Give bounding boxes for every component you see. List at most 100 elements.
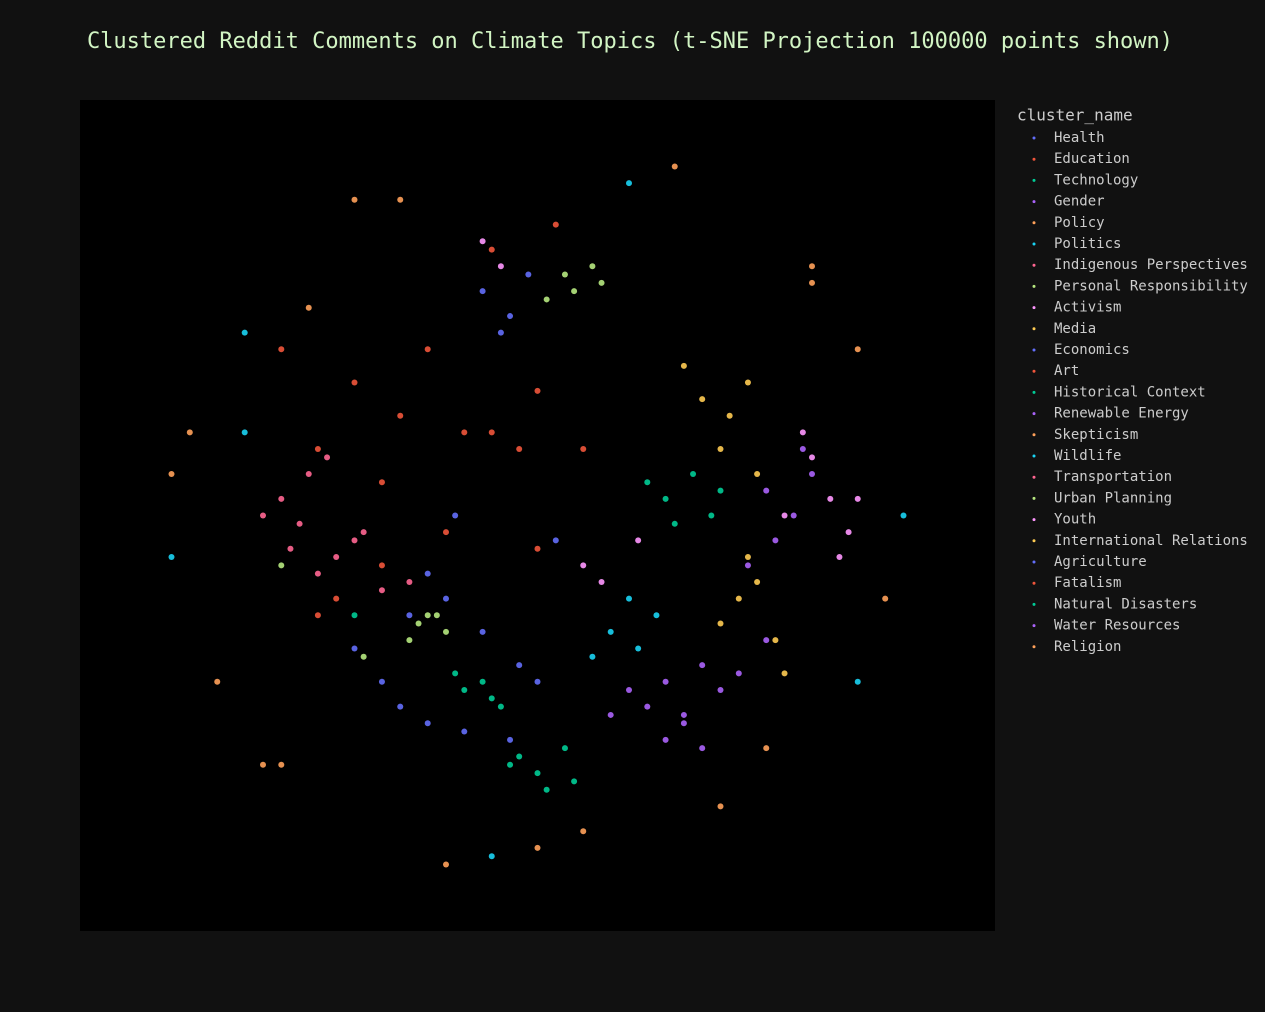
point	[278, 346, 285, 353]
point	[351, 612, 358, 619]
point	[397, 703, 404, 710]
point	[534, 770, 541, 777]
legend-marker	[1032, 560, 1036, 564]
point	[378, 587, 385, 594]
legend-marker	[1032, 200, 1036, 204]
point	[516, 446, 523, 453]
point	[589, 653, 596, 660]
point	[516, 753, 523, 760]
point	[836, 554, 843, 561]
legend-marker	[1032, 645, 1036, 649]
legend-marker	[1032, 221, 1036, 225]
legend-marker	[1032, 602, 1036, 606]
point	[561, 745, 568, 752]
series	[717, 554, 788, 677]
legend-marker	[1032, 369, 1036, 373]
point	[571, 288, 578, 295]
legend-marker	[1032, 454, 1036, 458]
point	[479, 288, 486, 295]
point	[626, 687, 632, 694]
point	[726, 412, 733, 419]
legend-label: Politics	[1054, 236, 1121, 252]
point	[378, 562, 385, 569]
point	[799, 429, 806, 436]
point	[598, 279, 605, 286]
point	[507, 313, 514, 320]
point	[479, 238, 486, 245]
point	[690, 470, 697, 477]
point	[900, 512, 907, 519]
legend-label: Transportation	[1054, 469, 1172, 485]
point	[314, 612, 321, 619]
point	[397, 196, 404, 203]
point	[241, 329, 248, 336]
point	[543, 786, 550, 793]
point	[763, 745, 770, 752]
point	[424, 570, 431, 577]
series	[351, 612, 504, 710]
series	[168, 180, 907, 860]
legend-marker	[1032, 306, 1036, 310]
point	[497, 329, 504, 336]
point	[305, 470, 312, 477]
legend-label: Education	[1054, 151, 1130, 167]
point	[809, 454, 815, 461]
point	[351, 537, 358, 544]
series	[644, 470, 724, 527]
point	[607, 628, 614, 635]
legend-label: Religion	[1054, 639, 1121, 655]
point	[488, 695, 495, 702]
series	[260, 196, 815, 835]
series	[241, 429, 660, 660]
point	[708, 512, 715, 519]
point	[333, 595, 340, 602]
legend-marker	[1032, 518, 1036, 522]
point	[598, 578, 605, 585]
legend-label: Renewable Energy	[1054, 406, 1189, 422]
series	[314, 346, 468, 486]
point	[241, 429, 248, 436]
series	[662, 637, 770, 752]
point	[790, 512, 797, 519]
point	[424, 612, 431, 619]
plot-area	[80, 100, 995, 931]
point	[607, 711, 614, 718]
point	[763, 637, 770, 644]
point	[561, 271, 568, 278]
point	[662, 495, 669, 502]
point	[260, 512, 266, 519]
point	[415, 620, 422, 627]
legend-marker	[1032, 263, 1036, 267]
point	[552, 537, 559, 544]
legend-label: Historical Context	[1054, 384, 1206, 400]
point	[424, 720, 431, 727]
legend-label: Media	[1054, 321, 1096, 337]
series	[507, 745, 578, 793]
series	[607, 662, 706, 727]
point	[717, 487, 724, 494]
legend-marker	[1032, 475, 1036, 479]
point	[406, 612, 413, 619]
point	[443, 628, 449, 635]
legend-marker	[1032, 284, 1036, 288]
point	[351, 645, 358, 652]
point	[287, 545, 294, 552]
point	[186, 429, 193, 436]
point	[516, 662, 523, 669]
point	[644, 703, 651, 710]
legend-marker	[1032, 412, 1036, 416]
legend-label: International Relations	[1054, 533, 1248, 549]
point	[635, 645, 642, 652]
point	[525, 271, 532, 278]
legend-marker	[1032, 433, 1036, 437]
legend-marker	[1032, 136, 1036, 140]
series	[168, 196, 861, 851]
legend-label: Economics	[1054, 342, 1130, 358]
point	[882, 595, 889, 602]
series	[333, 387, 541, 602]
point	[479, 628, 486, 635]
point	[461, 429, 468, 436]
point	[479, 678, 486, 685]
point	[763, 487, 770, 494]
point	[854, 346, 861, 353]
